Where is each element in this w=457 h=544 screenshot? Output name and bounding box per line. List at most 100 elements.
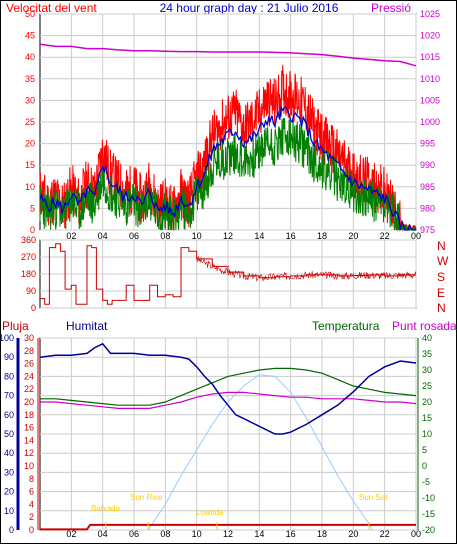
temperature-series (40, 367, 417, 406)
y-tick-label-direction: 360 (21, 235, 36, 245)
legend-dewpoint: Punt rosada (392, 319, 457, 333)
x-tick-label-climate: 04 (98, 529, 108, 539)
x-tick-label-wind: 04 (98, 231, 108, 241)
x-tick-label-wind: 18 (317, 231, 327, 241)
y-tick-label-temperature: -20 (422, 525, 435, 535)
humidity-series (39, 342, 417, 435)
x-tick-label-climate: 14 (254, 529, 264, 539)
y-tick-label-pressure: 980 (420, 203, 435, 213)
y-tick-label-rain: 16 (24, 423, 34, 433)
y-tick-label-humidity: 30 (4, 467, 14, 477)
y-tick-label-humidity: 50 (4, 429, 14, 439)
pressure-label: Pressió (371, 1, 411, 15)
x-tick-label-climate: 00 (411, 529, 421, 539)
grid-layer (40, 13, 417, 531)
sun-elevation-series (147, 374, 373, 531)
direction-letters: N W S E N (437, 239, 449, 315)
x-tick-label-climate: 16 (286, 529, 296, 539)
dir-letter-s: S (437, 270, 445, 284)
wind-gust-series (39, 64, 416, 232)
y-tick-label-humidity: 10 (4, 506, 14, 516)
y-tick-label-humidity: 40 (4, 448, 14, 458)
y-tick-label-pressure: 1015 (420, 52, 440, 62)
y-tick-label-humidity: 70 (4, 391, 14, 401)
y-tick-label-pressure: 995 (420, 139, 435, 149)
annotation-sun-rise: Sun Rise (130, 493, 163, 502)
y-tick-label-humidity: 90 (4, 352, 14, 362)
y-tick-label-wind: 45 (25, 31, 35, 41)
annotation-sun-set: Sun Set (359, 493, 388, 502)
y-tick-label-wind: 15 (25, 160, 35, 170)
wind-label: Velocitat del vent (6, 1, 97, 15)
x-tick-label-climate: 20 (348, 529, 358, 539)
y-tick-label-temperature: -15 (422, 509, 435, 519)
x-tick-label-wind: 14 (254, 231, 264, 241)
y-tick-label-pressure: 1025 (420, 9, 440, 19)
y-tick-label-temperature: 40 (422, 333, 432, 343)
y-tick-label-rain: 28 (24, 346, 34, 356)
y-tick-label-rain: 12 (24, 448, 34, 458)
y-tick-label-pressure: 1020 (420, 31, 440, 41)
y-tick-label-rain: 20 (24, 397, 34, 407)
y-tick-label-direction: 0 (31, 303, 36, 313)
y-tick-label-direction: 180 (21, 269, 36, 279)
y-tick-label-humidity: 20 (4, 487, 14, 497)
y-tick-label-rain: 8 (29, 474, 34, 484)
x-tick-label-wind: 22 (380, 231, 390, 241)
y-tick-label-direction: 90 (26, 286, 36, 296)
y-tick-label-temperature: -10 (422, 493, 435, 503)
x-tick-label-climate: 18 (317, 529, 327, 539)
y-tick-label-wind: 0 (30, 225, 35, 235)
y-tick-label-humidity: 60 (4, 410, 14, 420)
y-tick-label-rain: 24 (24, 371, 34, 381)
y-tick-label-rain: 30 (24, 333, 34, 343)
y-tick-label-rain: 6 (29, 487, 34, 497)
x-tick-label-climate: 12 (223, 529, 233, 539)
y-tick-label-pressure: 975 (420, 225, 435, 235)
y-tick-label-temperature: 20 (422, 397, 432, 407)
pressure-series (39, 43, 417, 67)
y-tick-label-temperature: 5 (422, 445, 427, 455)
y-tick-label-temperature: 35 (422, 349, 432, 359)
wind-average-series (39, 105, 416, 231)
page-title: 24 hour graph day : 21 Julio 2016 (160, 1, 339, 15)
y-tick-label-rain: 0 (29, 525, 34, 535)
x-tick-label-wind: 08 (160, 231, 170, 241)
x-tick-label-wind: 20 (348, 231, 358, 241)
y-tick-label-rain: 22 (24, 384, 34, 394)
y-tick-label-temperature: 15 (422, 413, 432, 423)
y-tick-label-direction: 270 (21, 252, 36, 262)
y-tick-label-wind: 30 (25, 95, 35, 105)
y-tick-label-temperature: -5 (422, 477, 430, 487)
y-tick-label-wind: 10 (25, 182, 35, 192)
x-tick-label-climate: 10 (192, 529, 202, 539)
y-tick-label-rain: 10 (24, 461, 34, 471)
legend-rain: Pluja (2, 319, 29, 333)
y-tick-label-wind: 5 (30, 203, 35, 213)
y-tick-label-wind: 40 (25, 52, 35, 62)
wind-speed-series (39, 117, 417, 232)
dir-letter-w: W (437, 254, 449, 268)
x-tick-label-climate: 02 (66, 529, 76, 539)
y-tick-label-pressure: 1000 (420, 117, 440, 127)
series-layer (39, 43, 417, 531)
axes-layer: 0202040406060808101012121414161618182020… (0, 9, 440, 539)
y-tick-label-rain: 2 (29, 512, 34, 522)
y-tick-label-pressure: 985 (420, 182, 435, 192)
y-tick-label-wind: 35 (25, 74, 35, 84)
x-tick-label-wind: 00 (411, 231, 421, 241)
y-tick-label-pressure: 1005 (420, 95, 440, 105)
y-tick-label-rain: 14 (24, 435, 34, 445)
x-tick-label-wind: 02 (66, 231, 76, 241)
x-tick-label-climate: 06 (129, 529, 139, 539)
x-tick-label-climate: 08 (160, 529, 170, 539)
dewpoint-series (40, 391, 417, 409)
y-tick-label-temperature: 30 (422, 365, 432, 375)
y-tick-label-temperature: 10 (422, 429, 432, 439)
y-tick-label-wind: 25 (25, 117, 35, 127)
dir-letter-n-top: N (437, 239, 446, 253)
y-tick-label-rain: 4 (29, 499, 34, 509)
y-tick-label-temperature: 25 (422, 381, 432, 391)
y-tick-label-pressure: 1010 (420, 74, 440, 84)
